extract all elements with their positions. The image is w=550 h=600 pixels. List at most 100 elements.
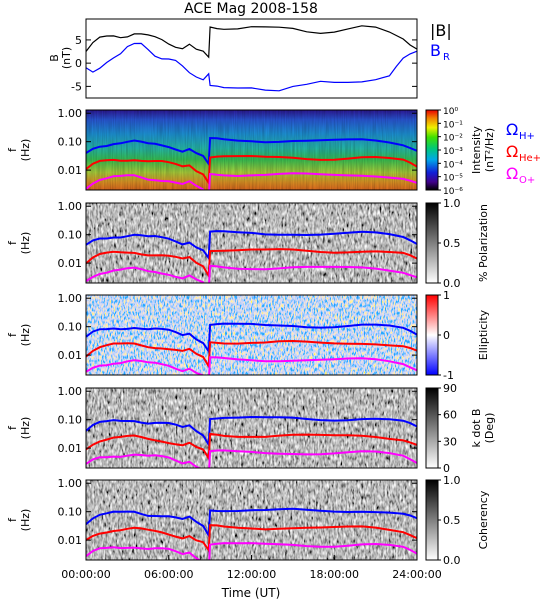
- series-line-b-r: [85, 42, 418, 92]
- colorbar-tick-label: 0.0: [443, 554, 461, 567]
- colorbar-tick-label: 60: [443, 409, 457, 422]
- freq-yunit: (Hz): [19, 324, 32, 347]
- cyclotron-line-oplus: [86, 172, 417, 190]
- cyclotron-line-heplus: [86, 524, 417, 554]
- ion-legend-symbol: Ω: [506, 164, 518, 183]
- magnetic-field-panel: 50-5B (nT)|B|B R: [48, 18, 452, 99]
- colorbar-label: % Polarization: [477, 204, 490, 282]
- colorbar-tick-label: 10⁰: [443, 107, 458, 117]
- spectrogram-texture: [86, 295, 417, 375]
- ion-legend-subscript: O+: [519, 175, 535, 186]
- y-tick-label: -5: [71, 80, 82, 93]
- spectrogram-texture: [86, 203, 417, 283]
- colorbar: [425, 202, 439, 284]
- freq-yunit: (Hz): [19, 509, 32, 532]
- panel-frame: [85, 387, 418, 469]
- colorbar-tick-label: 0: [443, 329, 450, 342]
- colorbar-tick-label: 0: [443, 462, 450, 475]
- y-tick-label: 1.00: [58, 477, 83, 490]
- cyclotron-line-hplus: [86, 230, 417, 261]
- colorbar-tick-label: 0.5: [443, 237, 461, 250]
- ion-legend-subscript: H+: [519, 131, 535, 142]
- y-tick-label: 0: [75, 57, 82, 70]
- colorbar: [425, 294, 439, 376]
- panel-frame: [85, 202, 418, 284]
- spectral-panel-ellipticity: 1.00 0.10 0.01 f (Hz) 1 0 -1 Ellipticity: [6, 289, 490, 382]
- colorbar-tick-label: 10⁻²: [443, 134, 463, 144]
- time-axis: 00:00:00 06:00:00 12:00:00 18:00:00 24:00:00: [61, 555, 442, 581]
- freq-ylabel: f: [6, 425, 19, 430]
- colorbar-label: Coherency: [477, 490, 490, 549]
- legend-b-r: B: [430, 41, 441, 60]
- spectrogram-kdotb: [86, 388, 417, 468]
- spectrogram-polarization: [86, 203, 417, 283]
- ion-legend-symbol: Ω: [506, 142, 518, 161]
- colorbar: [425, 387, 439, 469]
- y-tick-label: 0.01: [58, 257, 83, 270]
- spectrogram-coherency: [86, 480, 417, 560]
- y-tick-label: 0.10: [58, 506, 83, 519]
- y-tick-label: 0.01: [58, 442, 83, 455]
- y-tick-label: 0.01: [58, 164, 83, 177]
- y-tick-label: 1.00: [58, 200, 83, 213]
- colorbar-label: Ellipticity: [477, 309, 490, 360]
- y-tick-label: 0.10: [58, 229, 83, 242]
- cyclotron-line-heplus: [86, 432, 417, 462]
- colorbar-label: k dot B: [470, 409, 483, 448]
- x-tick-label: 12:00:00: [227, 568, 276, 581]
- x-axis-label: Time (UT): [221, 586, 281, 600]
- colorbar-tick-label: 10⁻⁵: [443, 174, 463, 184]
- colorbar-tick-label: 10⁻⁴: [443, 160, 463, 170]
- spectral-panels: 1.000.100.01f (Hz)10⁰10⁻¹10⁻²10⁻³10⁻⁴10⁻⁵…: [6, 107, 541, 567]
- colorbar-unit: (Deg): [483, 413, 496, 444]
- ion-legend-subscript: He+: [519, 153, 541, 164]
- spectrogram-texture: [86, 480, 417, 560]
- cyclotron-line-oplus: [86, 542, 417, 560]
- y-tick-label: 0.01: [58, 349, 83, 362]
- spectral-panel-coherency: 1.00 0.10 0.01 f (Hz) 1.0 0.5 0.0 Coherency: [6, 474, 490, 567]
- freq-yunit: (Hz): [19, 232, 32, 255]
- colorbar-tick-label: 90: [443, 382, 457, 395]
- colorbar-tick-label: 30: [443, 435, 457, 448]
- line-panel-ylabel: B: [48, 54, 61, 62]
- colorbar-tick-label: 10⁻⁶: [443, 187, 463, 197]
- cyclotron-line-oplus: [86, 356, 417, 375]
- y-tick-label: 5: [75, 34, 82, 47]
- legend-b-magnitude: |B|: [430, 21, 452, 40]
- spectrogram-ellipticity: [86, 295, 417, 375]
- x-tick-label: 06:00:00: [144, 568, 193, 581]
- panel-frame: [85, 294, 418, 376]
- colorbar: [425, 479, 439, 561]
- spectrogram-intensity: [86, 110, 417, 190]
- spectrogram-texture: [86, 388, 417, 468]
- colorbar-tick-label: -1: [443, 369, 454, 382]
- spectral-panel-polarization: 1.00 0.10 0.01 f (Hz) 1.0 0.5 0.0 % Polarization: [6, 197, 490, 290]
- colorbar-tick-label: 1.0: [443, 474, 461, 487]
- legend-b-r-subscript: R: [443, 52, 450, 63]
- y-tick-label: 1.00: [58, 292, 83, 305]
- series-line-b-magnitude: [85, 25, 418, 59]
- figure-title: ACE Mag 2008-158: [184, 1, 318, 17]
- cyclotron-line-oplus: [86, 449, 417, 468]
- colorbar-label: Intensity: [470, 126, 483, 174]
- y-tick-label: 0.10: [58, 414, 83, 427]
- x-tick-label: 00:00:00: [61, 568, 110, 581]
- colorbar-tick-label: 0.5: [443, 514, 461, 527]
- line-panel-frame: [85, 18, 418, 99]
- colorbar-unit: (nT²/Hz): [483, 128, 496, 172]
- colorbar: [425, 109, 439, 191]
- spectral-panel-intensity: 1.00 0.10 0.01 f (Hz) 10⁰ 10⁻¹ 10⁻² 10⁻³ 10⁻⁴ 10⁻⁵…: [6, 107, 541, 197]
- freq-yunit: (Hz): [19, 139, 32, 162]
- x-tick-label: 24:00:00: [392, 568, 441, 581]
- line-panel-yunit: (nT): [60, 47, 73, 69]
- freq-ylabel: f: [6, 517, 19, 522]
- colorbar-tick-label: 1.0: [443, 197, 461, 210]
- colorbar-tick-label: 10⁻³: [443, 147, 463, 157]
- ion-legend-symbol: Ω: [506, 120, 518, 139]
- freq-ylabel: f: [6, 147, 19, 152]
- spectrogram-texture: [86, 110, 417, 190]
- y-tick-label: 1.00: [58, 385, 83, 398]
- x-tick-label: 18:00:00: [310, 568, 359, 581]
- colorbar-tick-label: 1: [443, 289, 450, 302]
